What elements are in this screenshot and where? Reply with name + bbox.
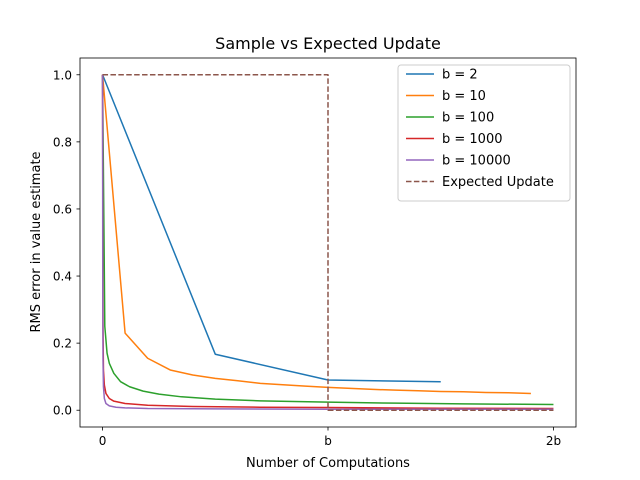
- y-tick-label-4: 0.8: [53, 135, 72, 149]
- chart-title: Sample vs Expected Update: [215, 34, 441, 53]
- y-axis-label: RMS error in value estimate: [29, 151, 44, 332]
- legend-box: [397, 64, 571, 202]
- x-tick-label-1: b: [324, 434, 332, 448]
- series-line-2: [101, 74, 531, 395]
- legend-label-2: b = 10: [442, 89, 486, 104]
- series-line-6: [102, 74, 554, 411]
- legend: b = 2 b = 10 b = 100 b = 1000 b = 10000 Expec…: [397, 64, 571, 202]
- x-axis-label: Number of Computations: [246, 456, 410, 471]
- legend-label-4: b = 1000: [442, 132, 503, 147]
- y-tick-label-0: 0.0: [53, 404, 72, 418]
- legend-label-6: Expected Update: [442, 175, 554, 190]
- axes: 0 b 2b 0.0 0.2 0.4 0.6 0.8 1.0: [53, 57, 577, 448]
- series-line-1: [101, 74, 441, 383]
- y-tick-label-5: 1.0: [53, 68, 72, 82]
- plot-area: [101, 74, 554, 411]
- y-tick-label-3: 0.6: [53, 202, 72, 216]
- legend-label-1: b = 2: [442, 68, 478, 83]
- x-tick-label-2: 2b: [546, 434, 561, 448]
- x-tick-label-0: 0: [99, 434, 107, 448]
- legend-label-5: b = 10000: [442, 154, 511, 169]
- legend-label-3: b = 100: [442, 111, 494, 126]
- y-tick-label-2: 0.4: [53, 270, 72, 284]
- series-line-3: [101, 74, 554, 406]
- series-line-5: [101, 74, 554, 410]
- y-tick-label-1: 0.2: [53, 337, 72, 351]
